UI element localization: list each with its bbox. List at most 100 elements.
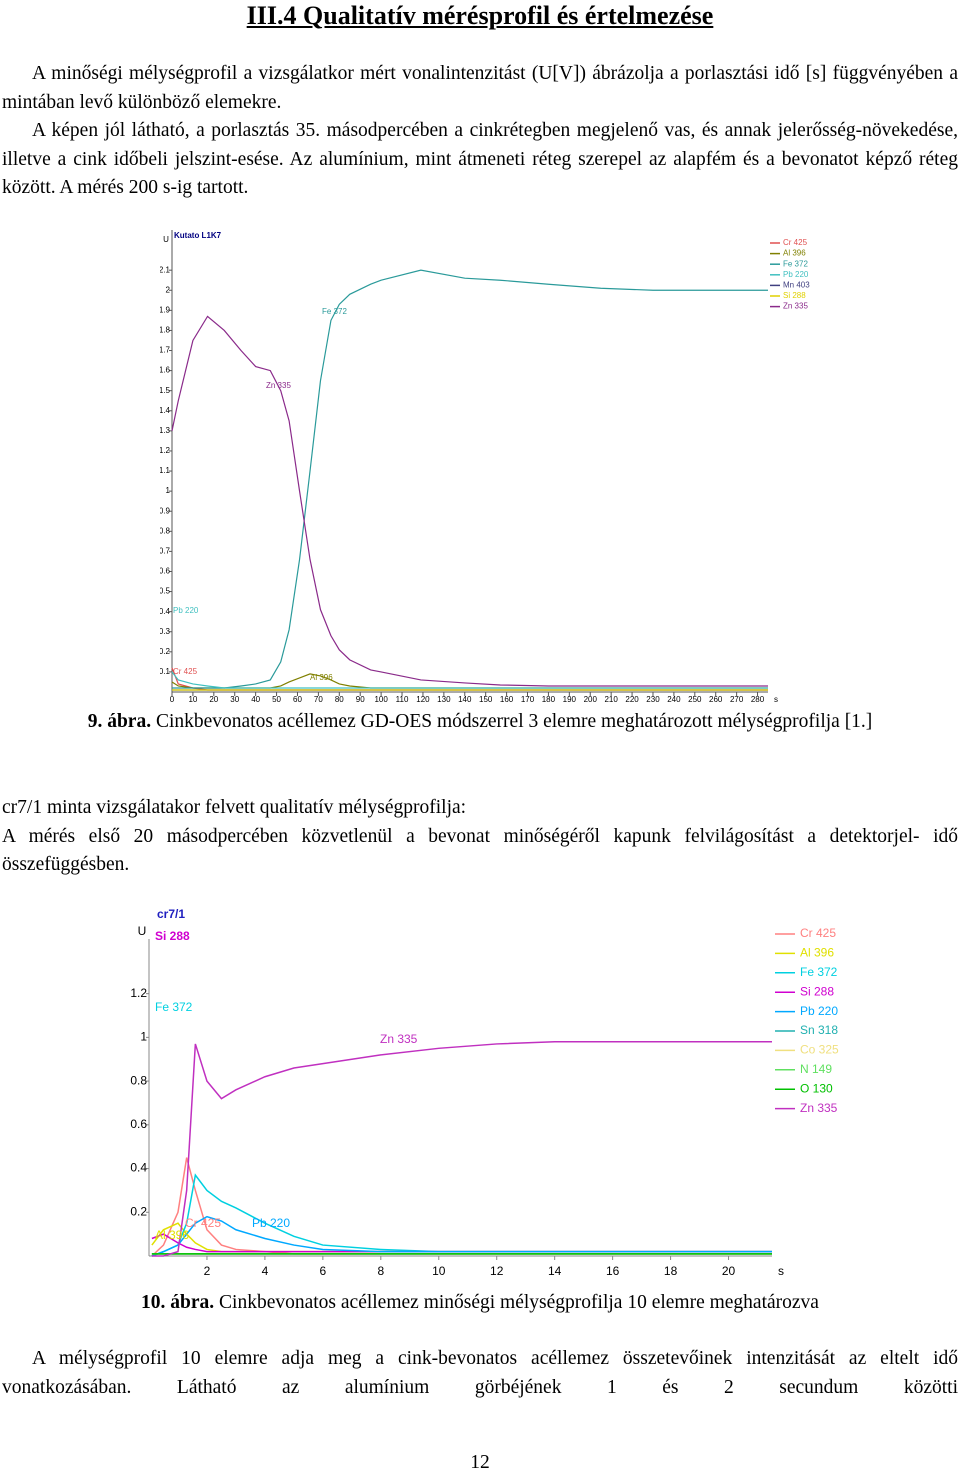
x-tick-label: 50: [272, 695, 281, 703]
y-tick-label: 0.8: [130, 1073, 147, 1087]
y-tick-label: 1.5: [160, 386, 171, 395]
y-tick-label: 1.8: [160, 326, 171, 335]
x-tick-label: 100: [374, 695, 388, 703]
y-tick-label: 1.1: [160, 466, 171, 475]
x-tick-label: 160: [500, 695, 514, 703]
legend-label: Mn 403: [783, 281, 810, 290]
y-tick-label: 0.7: [160, 547, 171, 556]
caption-text: Cinkbevonatos acéllemez minőségi mélység…: [214, 1292, 819, 1313]
intro: A minőségi mélységprofil a vizsgálatkor …: [2, 60, 958, 203]
x-tick-label: 180: [542, 695, 556, 703]
y-axis-label: U: [138, 924, 147, 938]
x-tick-label: 110: [396, 695, 409, 703]
legend-label: Zn 335: [800, 1101, 838, 1115]
x-tick-label: 2: [204, 1264, 211, 1278]
legend-label: Cr 425: [783, 238, 808, 247]
x-tick-label: 6: [320, 1264, 327, 1278]
caption: 10. ábra. Cinkbevonatos acéllemez minősé…: [2, 1289, 958, 1318]
paragraph: A képen jól látható, a porlasztás 35. má…: [2, 120, 958, 198]
y-tick-label: 0.5: [160, 587, 171, 596]
series-line: [151, 1041, 772, 1257]
text: A mérés első 20 másodpercében közvetlenü…: [2, 825, 958, 876]
legend-label: Fe 372: [800, 965, 838, 979]
x-tick-label: 190: [563, 695, 577, 703]
x-tick-label: 10: [188, 695, 197, 703]
title: III.4 Qualitatív mérésprofil és értelmez…: [246, 1, 714, 30]
x-tick-label: 20: [722, 1264, 736, 1278]
caption-number: 10. ábra.: [141, 1292, 215, 1313]
legend-label: Cr 425: [800, 926, 836, 940]
legend-label: Al 396: [783, 249, 806, 258]
chart-title: cr7/1: [157, 907, 185, 921]
series-line: [171, 315, 768, 687]
lead: cr7/1 minta vizsgálatakor felvett qualit…: [2, 797, 467, 818]
chart-title: Kutato L1K7: [174, 231, 222, 240]
caption-number: 9. ábra.: [87, 711, 152, 732]
y-tick-label: 0.6: [130, 1117, 147, 1131]
x-tick-label: 16: [606, 1264, 620, 1278]
x-tick-label: 4: [262, 1264, 269, 1278]
x-tick-label: 130: [437, 695, 451, 703]
annotation: Zn 335: [380, 1032, 418, 1046]
series-line: [151, 1173, 772, 1257]
series-line: [151, 1233, 772, 1253]
x-tick-label: 12: [490, 1264, 504, 1278]
legend-label: Pb 220: [800, 1004, 838, 1018]
x-tick-label: 150: [479, 695, 493, 703]
figure-chart: Kutato L1K7 Us 0.1 0.2 0.3 0.4 0.5 0.6 0.7 0.8 0.9…: [160, 230, 810, 703]
x-tick-label: 200: [584, 695, 598, 703]
x-tick-label: 170: [521, 695, 535, 703]
x-tick-label: 80: [335, 695, 344, 703]
annotation: Al 396: [155, 1228, 189, 1242]
y-tick-label: 1.7: [160, 346, 171, 355]
x-tick-label: 210: [604, 695, 618, 703]
annotation: Zn 335: [266, 381, 291, 390]
x-tick-label: 30: [230, 695, 239, 703]
x-tick-label: 280: [751, 695, 765, 703]
x-tick-label: 60: [293, 695, 302, 703]
annotation: Fe 372: [322, 307, 347, 316]
series-line: [171, 671, 768, 689]
y-tick-label: 1.9: [160, 305, 171, 314]
x-tick-label: 10: [432, 1264, 446, 1278]
legend-label: Si 288: [783, 291, 806, 300]
y-tick-label: 1: [166, 486, 171, 495]
legend-label: Pb 220: [783, 270, 809, 279]
legend-label: Fe 372: [783, 259, 808, 268]
legend-label: Al 396: [800, 946, 834, 960]
y-tick-label: 2: [166, 285, 171, 294]
y-tick-label: 1: [140, 1030, 147, 1044]
figure-chart: cr7/1 Us 0.2 0.4 0.6 0.8 1 1.2 2 4 6 8 10 12 14 16 18 20 C…: [130, 907, 839, 1278]
paragraph: cr7/1 minta vizsgálatakor felvett qualit…: [2, 794, 958, 880]
x-tick-label: 220: [625, 695, 639, 703]
x-tick-label: 40: [251, 695, 260, 703]
x-axis-label: s: [774, 695, 778, 703]
x-tick-label: 230: [646, 695, 660, 703]
y-tick-label: 1.2: [130, 986, 147, 1000]
y-tick-label: 1.2: [160, 446, 171, 455]
series-line: [151, 1157, 772, 1257]
y-tick-label: 0.9: [160, 506, 171, 515]
y-tick-label: 0.6: [160, 567, 171, 576]
y-tick-label: 1.3: [160, 426, 171, 435]
series-line: [151, 1222, 772, 1253]
legend-label: N 149: [800, 1062, 832, 1076]
y-tick-label: 0.4: [130, 1161, 147, 1175]
y-tick-label: 0.2: [160, 647, 171, 656]
series-line: [171, 667, 768, 691]
annotation: Cr 425: [173, 667, 198, 676]
y-tick-label: 0.3: [160, 627, 171, 636]
y-tick-label: 2.1: [160, 265, 171, 274]
x-tick-label: 18: [664, 1264, 678, 1278]
annotation: Fe 372: [155, 1000, 193, 1014]
y-tick-label: 0.4: [160, 607, 171, 616]
y-tick-label: 0.2: [130, 1204, 147, 1218]
x-tick-label: 70: [314, 695, 323, 703]
x-tick-label: 250: [688, 695, 702, 703]
x-tick-label: 120: [416, 695, 430, 703]
y-tick-label: 0.8: [160, 526, 171, 535]
x-tick-label: 0: [170, 695, 175, 703]
x-tick-label: 260: [709, 695, 723, 703]
paragraph: A minőségi mélységprofil a vizsgálatkor …: [2, 63, 958, 113]
